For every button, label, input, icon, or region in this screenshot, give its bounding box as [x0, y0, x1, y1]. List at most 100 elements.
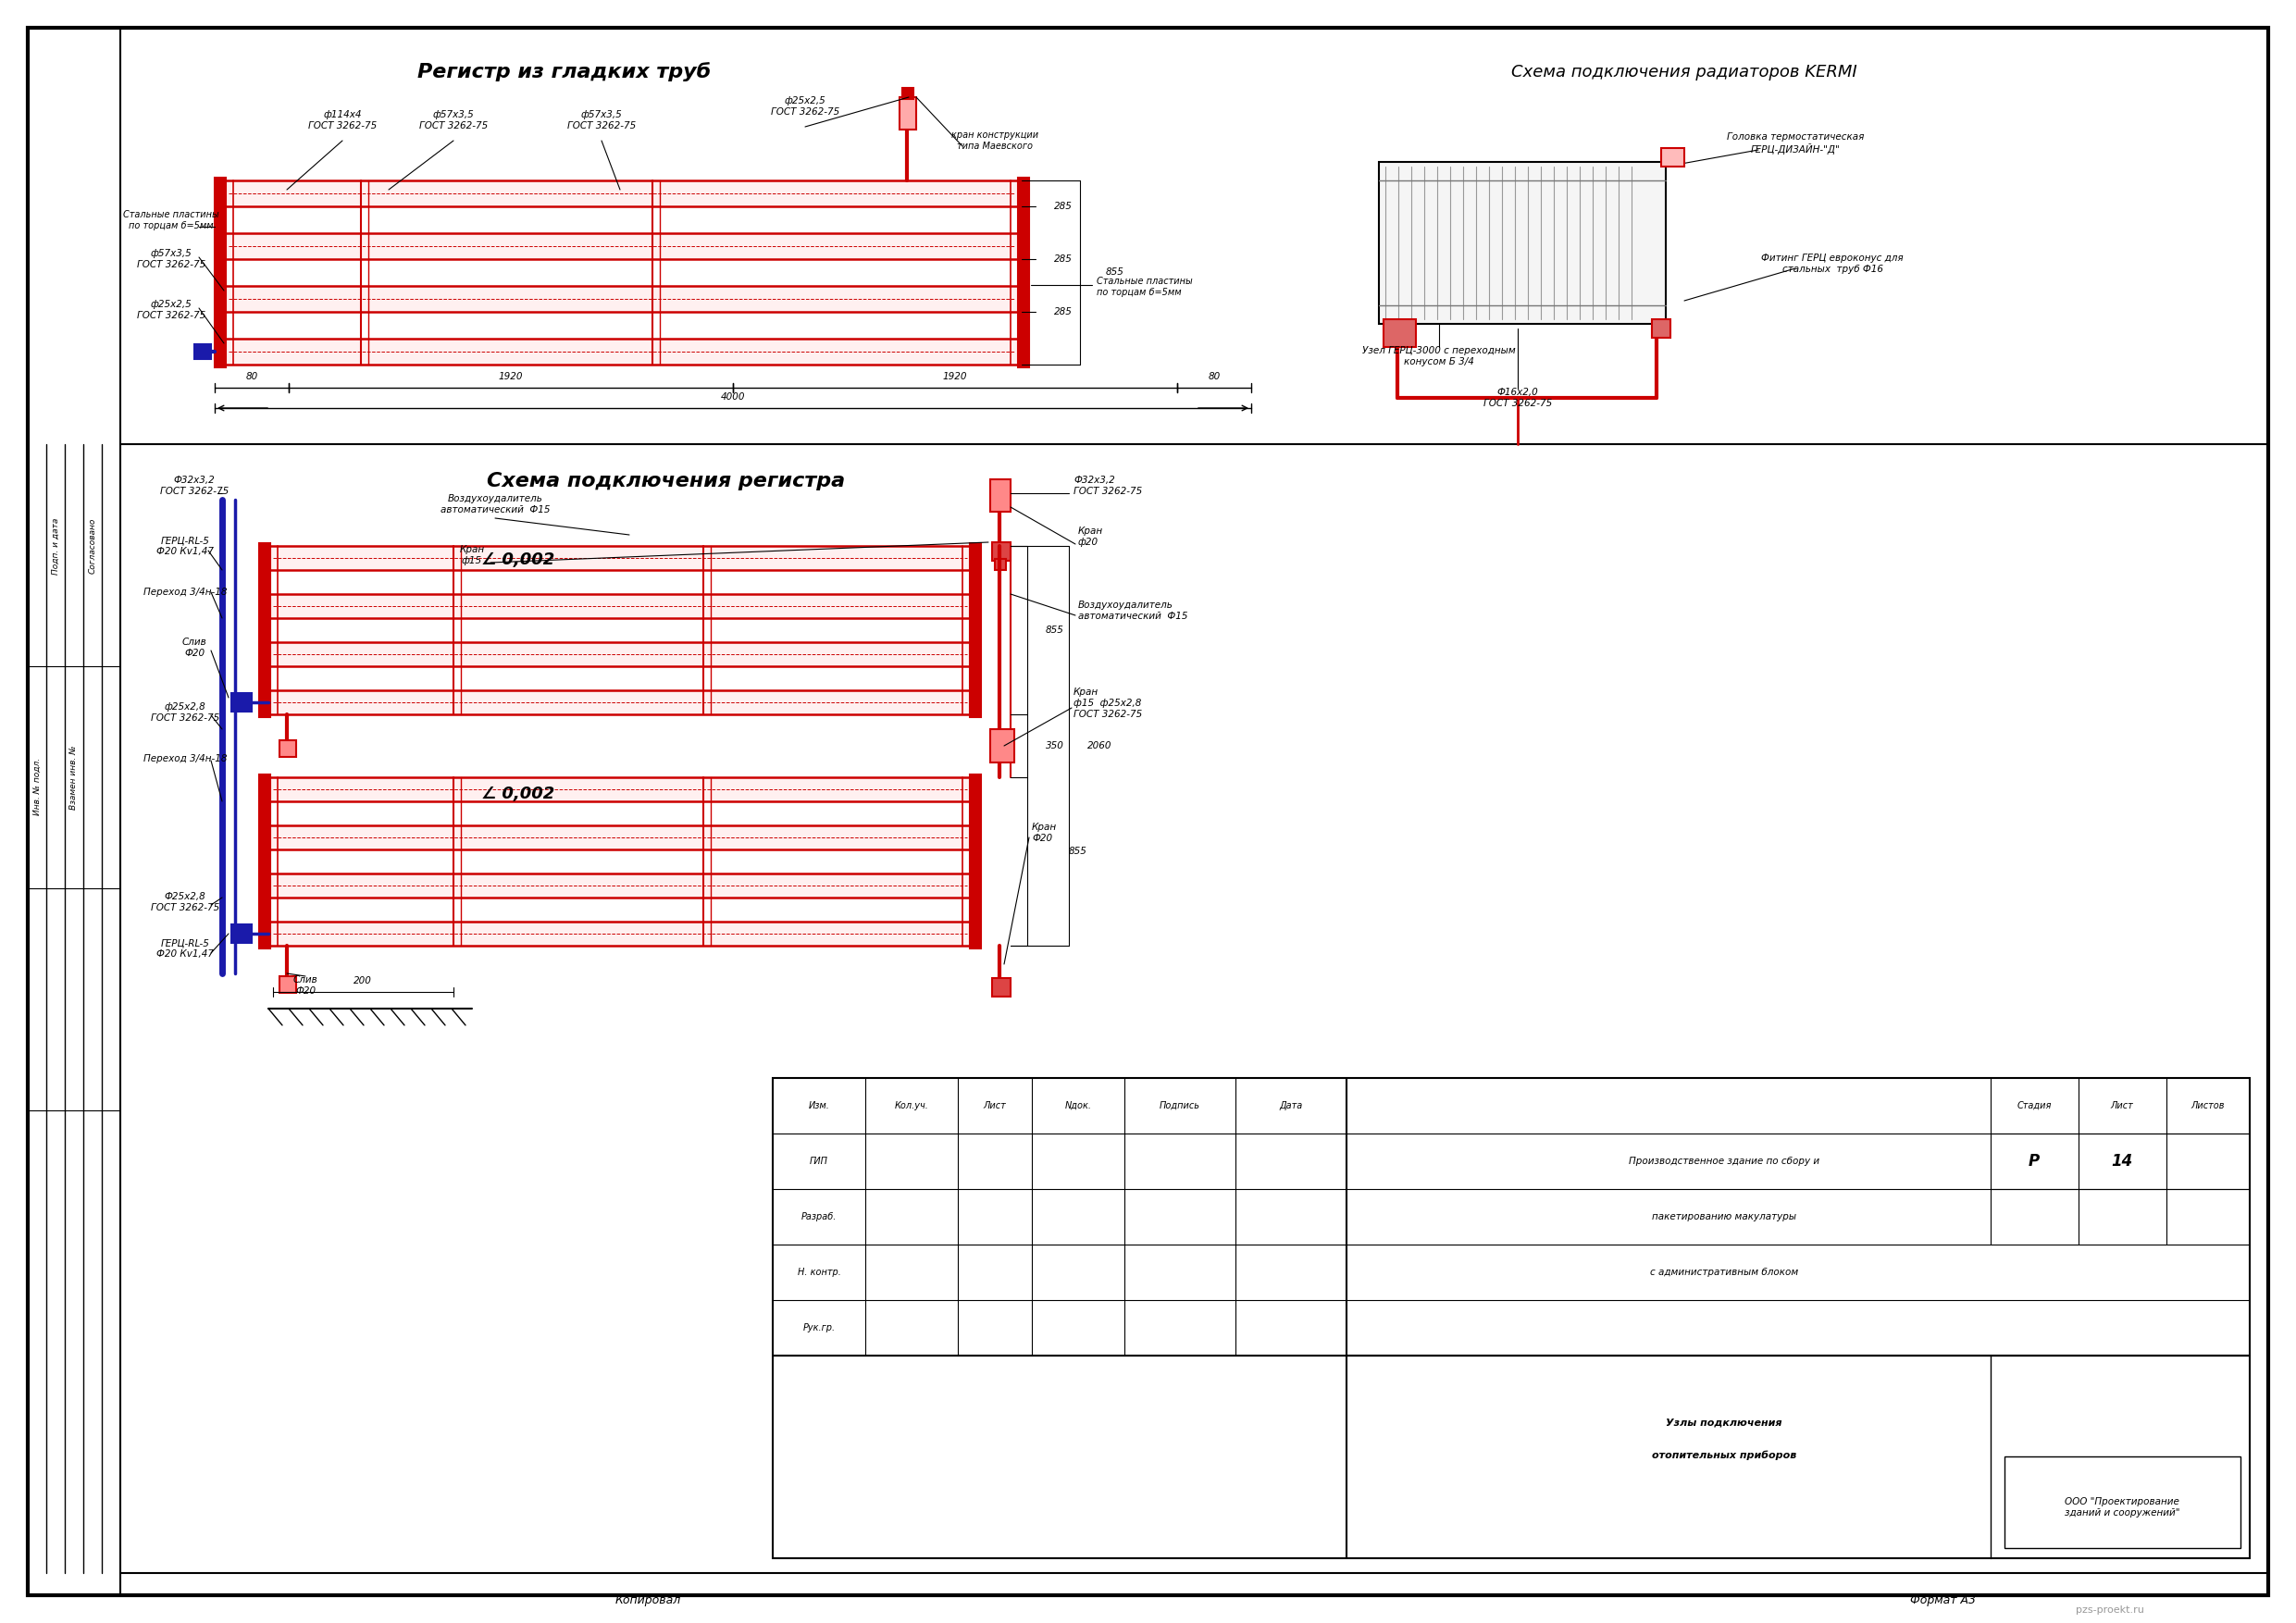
Bar [994, 558, 1006, 570]
Text: 2060: 2060 [1088, 742, 1111, 750]
Bar [232, 925, 253, 943]
Bar [216, 177, 225, 367]
Text: Стадия: Стадия [2016, 1100, 2050, 1110]
Text: Узлы подключения: Узлы подключения [1667, 1419, 1782, 1428]
Bar [225, 234, 1019, 260]
Text: Схема подключения радиаторов KERMI: Схема подключения радиаторов KERMI [1511, 63, 1857, 81]
Text: 855: 855 [1107, 268, 1125, 276]
Text: Согласовано: Согласовано [87, 518, 96, 575]
Text: кран конструкции
типа Маевского: кран конструкции типа Маевского [951, 131, 1038, 151]
Text: Подпись: Подпись [1159, 1100, 1201, 1110]
Bar [269, 826, 971, 849]
Bar [969, 544, 980, 717]
Bar [225, 180, 1019, 206]
Bar [990, 729, 1015, 763]
Bar [269, 873, 971, 898]
Bar [774, 1078, 2250, 1558]
Text: 80: 80 [1208, 372, 1219, 381]
Bar [1017, 177, 1029, 367]
Text: Изм.: Изм. [808, 1100, 829, 1110]
Bar [259, 774, 271, 948]
Text: Листов: Листов [2190, 1100, 2225, 1110]
Text: с административным блоком: с административным блоком [1651, 1268, 1798, 1277]
Text: Слив
Ф20: Слив Ф20 [181, 638, 207, 657]
Bar [225, 286, 1019, 312]
Text: Ф32х3,2
ГОСТ 3262-75: Ф32х3,2 ГОСТ 3262-75 [1075, 476, 1141, 495]
Text: 200: 200 [354, 975, 372, 985]
Text: ф57х3,5
ГОСТ 3262-75: ф57х3,5 ГОСТ 3262-75 [138, 248, 207, 269]
Bar [969, 774, 980, 948]
Text: Фитинг ГЕРЦ евроконус для
стальных  труб Ф16: Фитинг ГЕРЦ евроконус для стальных труб … [1761, 253, 1903, 274]
Text: ф25х2,5
ГОСТ 3262-75: ф25х2,5 ГОСТ 3262-75 [138, 300, 207, 320]
Bar [269, 594, 971, 618]
Bar [900, 97, 916, 130]
Text: Формат А3: Формат А3 [1910, 1595, 1977, 1607]
Text: Разраб.: Разраб. [801, 1212, 836, 1222]
Text: Дата: Дата [1279, 1100, 1302, 1110]
Text: Р: Р [2027, 1152, 2039, 1170]
Text: Переход 3/4н-18: Переход 3/4н-18 [142, 755, 227, 763]
Text: ∠ 0,002: ∠ 0,002 [482, 786, 556, 802]
Text: 855: 855 [1045, 625, 1063, 635]
Bar [902, 88, 914, 99]
Text: Кран
ф15: Кран ф15 [459, 545, 484, 565]
Bar [269, 545, 971, 570]
Bar [259, 544, 271, 717]
Text: Nдок.: Nдок. [1065, 1100, 1091, 1110]
Text: ф114х4
ГОСТ 3262-75: ф114х4 ГОСТ 3262-75 [308, 110, 377, 130]
Text: ф25х2,5
ГОСТ 3262-75: ф25х2,5 ГОСТ 3262-75 [771, 96, 840, 117]
Text: 1920: 1920 [498, 372, 523, 381]
Bar [225, 339, 1019, 365]
Text: Рук.гр.: Рук.гр. [804, 1323, 836, 1332]
Bar [269, 643, 971, 665]
Bar [232, 693, 253, 711]
Text: 1920: 1920 [944, 372, 967, 381]
Text: Кран
ф15  ф25х2,8
ГОСТ 3262-75: Кран ф15 ф25х2,8 ГОСТ 3262-75 [1075, 688, 1141, 719]
Text: Стальные пластины
по торцам б=5мм: Стальные пластины по торцам б=5мм [1097, 278, 1192, 297]
Text: Кол.уч.: Кол.уч. [895, 1100, 928, 1110]
Bar [1380, 162, 1667, 325]
Bar [1660, 148, 1685, 167]
Bar [269, 922, 971, 946]
Text: Лист: Лист [983, 1100, 1006, 1110]
Text: Головка термостатическая
ГЕРЦ-ДИЗАЙН-"Д": Головка термостатическая ГЕРЦ-ДИЗАЙН-"Д" [1727, 133, 1864, 154]
Text: ГЕРЦ-RL-5
Ф20 Кv1,47: ГЕРЦ-RL-5 Ф20 Кv1,47 [156, 536, 214, 557]
Bar [280, 975, 296, 993]
Bar [992, 979, 1010, 997]
Text: 4000: 4000 [721, 393, 746, 401]
Bar [269, 777, 971, 802]
Bar [2004, 1456, 2241, 1548]
Text: Воздухоудалитель
автоматический  Ф15: Воздухоудалитель автоматический Ф15 [1079, 601, 1187, 620]
Text: Ф25х2,8
ГОСТ 3262-75: Ф25х2,8 ГОСТ 3262-75 [152, 893, 220, 912]
Text: ГЕРЦ-RL-5
Ф20 Кv1,47: ГЕРЦ-RL-5 Ф20 Кv1,47 [156, 938, 214, 959]
Text: Регистр из гладких труб: Регистр из гладких труб [418, 62, 712, 81]
Text: 80: 80 [246, 372, 257, 381]
Text: Кран
Ф20: Кран Ф20 [1031, 823, 1056, 842]
Bar [280, 740, 296, 756]
Text: Узел ГЕРЦ-3000 с переходным
конусом Б 3/4: Узел ГЕРЦ-3000 с переходным конусом Б 3/… [1362, 346, 1515, 367]
Text: Стальные пластины
по торцам б=5мм: Стальные пластины по торцам б=5мм [124, 211, 218, 230]
Text: 285: 285 [1054, 255, 1072, 263]
Text: Подп. и дата: Подп. и дата [51, 518, 60, 575]
Text: Ф16х2,0
ГОСТ 3262-75: Ф16х2,0 ГОСТ 3262-75 [1483, 388, 1552, 407]
Bar [195, 344, 211, 359]
Bar [269, 690, 971, 714]
Bar [992, 542, 1010, 560]
Text: отопительных приборов: отопительных приборов [1651, 1451, 1795, 1461]
Text: Ф32х3,2
ГОСТ 3262-75: Ф32х3,2 ГОСТ 3262-75 [161, 476, 230, 495]
Text: 350: 350 [1045, 742, 1063, 750]
Text: Кран
ф20: Кран ф20 [1079, 527, 1104, 547]
Text: ∠ 0,002: ∠ 0,002 [482, 552, 556, 568]
Text: Взамен инв. №: Взамен инв. № [69, 745, 78, 810]
Text: Переход 3/4н-18: Переход 3/4н-18 [142, 588, 227, 597]
Text: Слив
Ф20: Слив Ф20 [294, 975, 317, 995]
Text: ф25х2,8
ГОСТ 3262-75: ф25х2,8 ГОСТ 3262-75 [152, 703, 220, 722]
Bar [990, 479, 1010, 511]
Text: pzs-proekt.ru: pzs-proekt.ru [2076, 1605, 2144, 1615]
Text: Копировал: Копировал [615, 1595, 682, 1607]
Text: ф57х3,5
ГОСТ 3262-75: ф57х3,5 ГОСТ 3262-75 [420, 110, 487, 130]
Bar [1384, 320, 1417, 347]
Text: 855: 855 [1070, 847, 1088, 855]
Text: пакетированию макулатуры: пакетированию макулатуры [1651, 1212, 1795, 1222]
Text: ф57х3,5
ГОСТ 3262-75: ф57х3,5 ГОСТ 3262-75 [567, 110, 636, 130]
